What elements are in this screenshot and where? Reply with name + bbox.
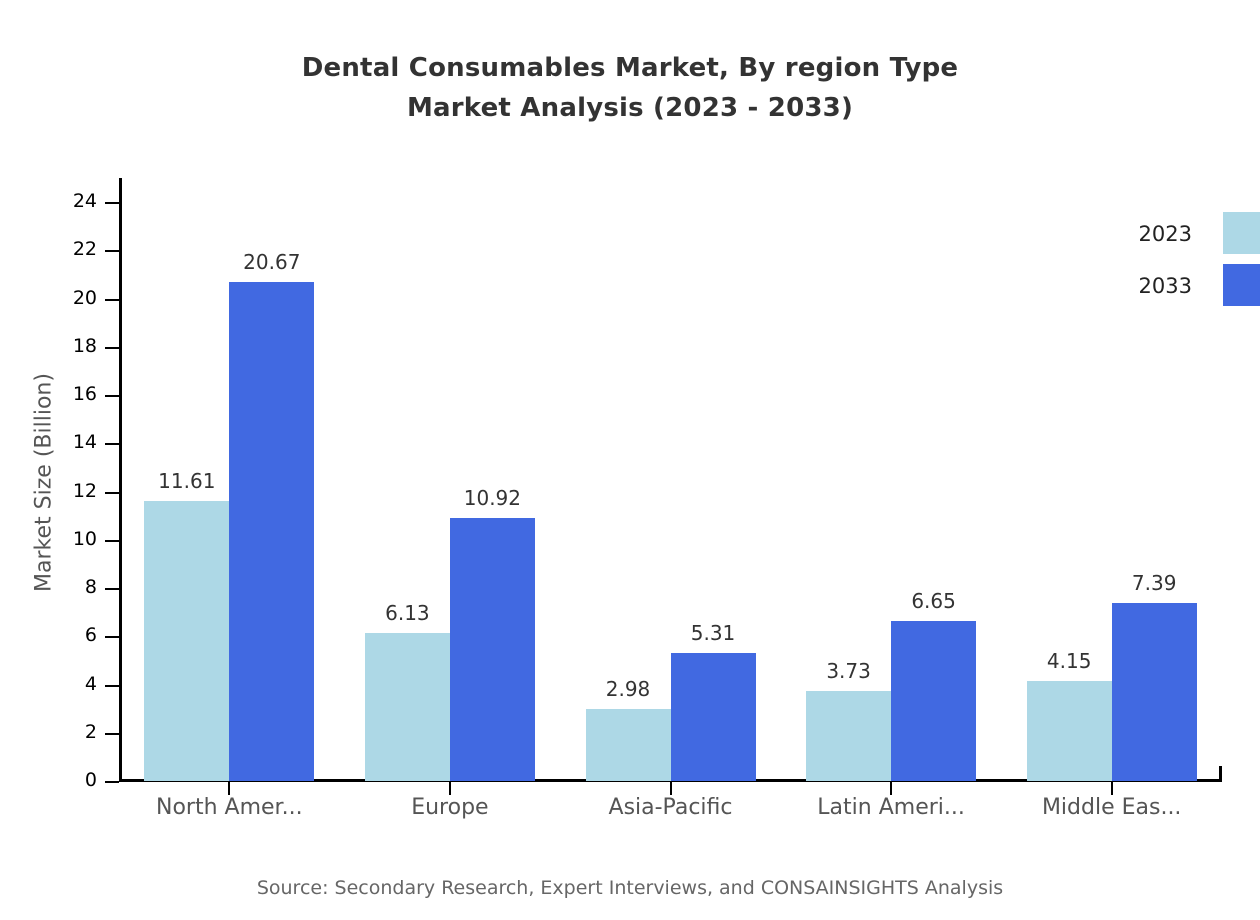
- y-axis-tick-label: 0: [84, 769, 97, 791]
- bar-2023-5[interactable]: [1026, 680, 1112, 781]
- y-axis-tick: [105, 781, 119, 783]
- bars-layer: 11.61 20.67 6.13 10.92 2.98 5.31 3.73 6.65 4.15 7…: [119, 178, 1222, 781]
- x-axis-tick-label: North Amer...: [156, 795, 303, 820]
- bar-value-label: 6.65: [911, 588, 956, 613]
- y-axis-tick-label: 12: [72, 479, 97, 502]
- bar-value-label: 7.39: [1131, 570, 1177, 595]
- legend-item-2023[interactable]: 2023: [1100, 212, 1260, 264]
- y-axis-tick-label: 24: [72, 190, 97, 213]
- bar-2033-5[interactable]: [1111, 602, 1197, 781]
- y-axis-tick-label: 18: [72, 334, 97, 357]
- y-axis-tick: [105, 732, 119, 735]
- bar-value-label: 4.15: [1046, 648, 1092, 673]
- y-axis-tick: [105, 202, 119, 205]
- bar-value-label: 11.61: [158, 468, 216, 493]
- bar-2033-3[interactable]: [670, 652, 756, 781]
- x-axis-tick: [448, 781, 451, 795]
- chart-title-line-2: Market Analysis (2023 - 2033): [406, 93, 854, 123]
- y-axis-spine: [119, 178, 122, 782]
- x-axis-end-cap: [1219, 766, 1222, 782]
- bar-value-label: 6.13: [385, 601, 430, 626]
- y-axis-tick: [105, 250, 119, 253]
- y-axis-tick: [105, 539, 119, 542]
- bar-value-label: 2.98: [605, 677, 651, 702]
- chart-title: Dental Consumables Market, By region Typ…: [0, 48, 1260, 128]
- bar-value-label: 5.31: [690, 620, 736, 645]
- bar-value-label: 20.67: [243, 250, 301, 275]
- x-axis-tick: [669, 781, 672, 795]
- x-axis-tick-label: Europe: [411, 795, 489, 820]
- y-axis-tick-label: 22: [72, 238, 97, 261]
- bar-2023-4[interactable]: [806, 691, 892, 781]
- legend-label-2033: 2033: [1138, 274, 1192, 298]
- y-axis-tick: [105, 395, 119, 398]
- y-axis-tick: [105, 588, 119, 591]
- bar-2023-2[interactable]: [364, 633, 450, 781]
- y-axis-tick-label: 16: [72, 383, 97, 406]
- y-axis-tick-label: 20: [72, 286, 97, 309]
- legend-swatch-2023: [1223, 212, 1260, 254]
- bar-2023-3[interactable]: [585, 709, 671, 781]
- bar-value-label: 3.73: [826, 659, 871, 684]
- bar-2033-2[interactable]: [449, 517, 535, 781]
- y-axis-tick: [105, 298, 119, 301]
- bar-2023-1[interactable]: [144, 500, 230, 781]
- y-axis-tick: [105, 636, 119, 639]
- x-axis-tick-label: Latin Ameri...: [817, 795, 965, 820]
- chart-title-line-1: Dental Consumables Market, By region Typ…: [301, 53, 959, 83]
- y-axis-tick: [105, 684, 119, 687]
- bar-2033-4[interactable]: [891, 620, 977, 781]
- bar-2033-1[interactable]: [229, 282, 315, 781]
- y-axis-tick-label: 6: [84, 624, 97, 647]
- y-axis-tick: [105, 443, 119, 446]
- legend-label-2023: 2023: [1138, 222, 1192, 246]
- x-axis-tick-label: Middle Eas...: [1041, 795, 1182, 820]
- x-axis-tick: [1110, 781, 1113, 795]
- y-axis-tick-label: 10: [72, 527, 97, 550]
- x-axis-tick: [228, 781, 231, 795]
- x-axis-tick: [890, 781, 893, 795]
- y-axis-tick-label: 8: [84, 576, 97, 599]
- legend-swatch-2033: [1223, 264, 1260, 306]
- y-axis-tick: [105, 491, 119, 494]
- source-note: Source: Secondary Research, Expert Inter…: [256, 877, 1004, 899]
- x-axis-tick-label: Asia-Pacific: [608, 795, 733, 820]
- y-axis-tick-label: 4: [84, 672, 97, 695]
- bar-value-label: 10.92: [463, 485, 522, 510]
- y-axis-tick-label: 14: [72, 431, 97, 454]
- chart-legend: 2023 2033: [1100, 212, 1260, 316]
- y-axis-tick: [105, 346, 119, 349]
- y-axis-tick-label: 2: [84, 720, 97, 743]
- legend-item-2033[interactable]: 2033: [1100, 264, 1260, 316]
